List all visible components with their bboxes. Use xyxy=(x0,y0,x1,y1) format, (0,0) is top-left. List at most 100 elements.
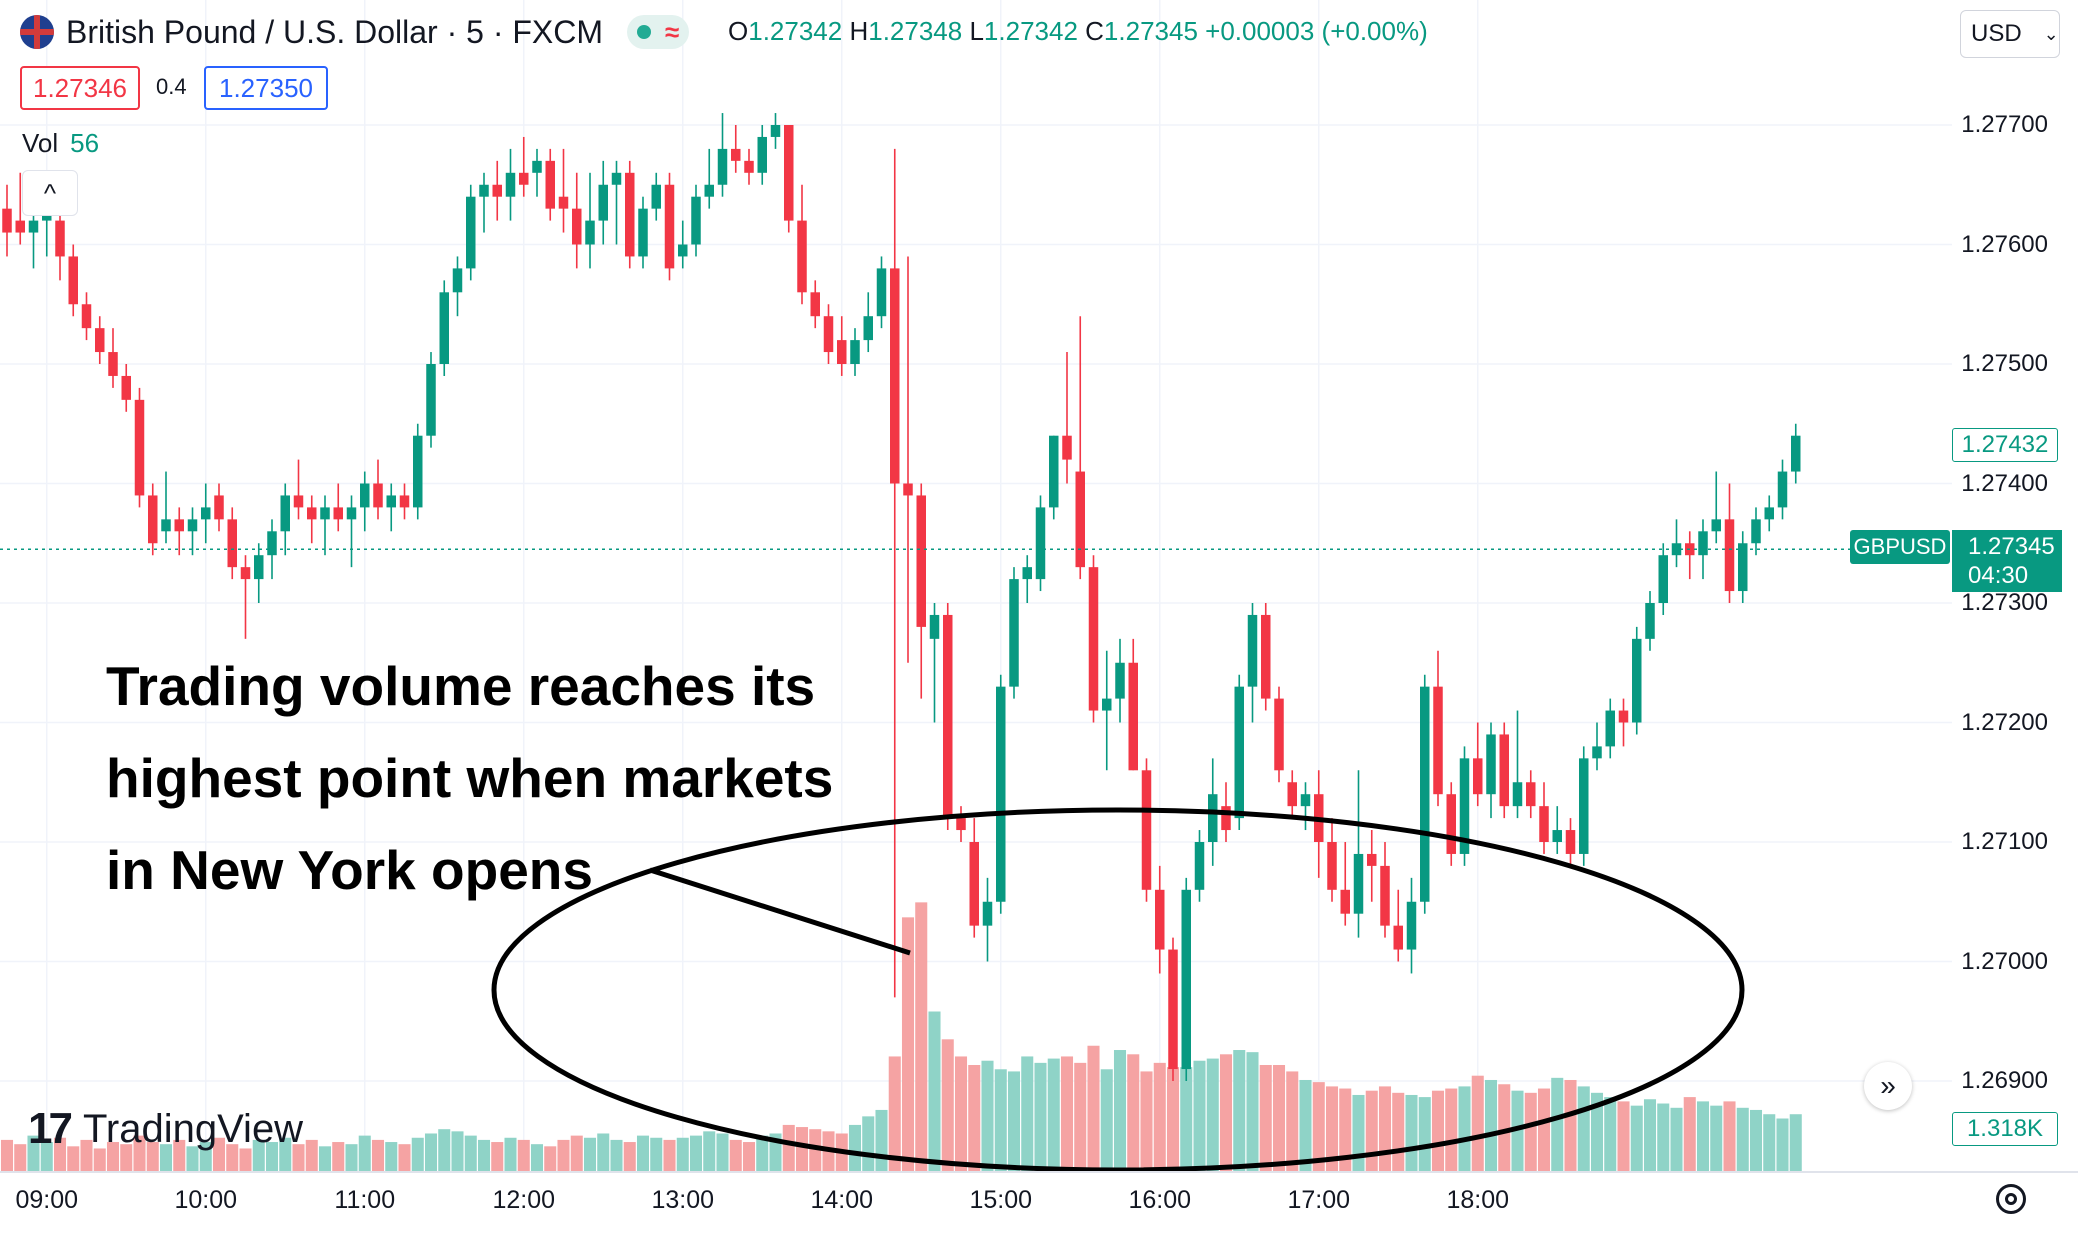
candle xyxy=(1526,770,1536,819)
candle-body xyxy=(1632,638,1642,723)
candle xyxy=(1314,770,1324,878)
candle xyxy=(797,184,807,305)
candle-body xyxy=(373,483,383,508)
candle-body xyxy=(240,567,251,580)
volume-bar xyxy=(159,1144,173,1172)
time-label: 14:00 xyxy=(810,1186,874,1214)
tradingview-logo[interactable]: 17 TradingView xyxy=(28,1104,303,1154)
candle-body xyxy=(187,519,198,532)
candle-body xyxy=(68,256,78,305)
volume-bar xyxy=(120,1144,133,1172)
candle-body xyxy=(1512,782,1523,807)
candle xyxy=(1592,722,1602,771)
volume-bar xyxy=(40,1142,53,1172)
candle-body xyxy=(638,208,648,257)
volume-bar xyxy=(186,1146,199,1172)
candle-body xyxy=(1459,758,1470,854)
candle xyxy=(1473,722,1483,807)
volume-bar xyxy=(67,1146,80,1172)
candle-body xyxy=(1658,555,1668,603)
candle-body xyxy=(797,220,807,293)
candle-body xyxy=(717,148,728,185)
candle-body xyxy=(1579,758,1589,854)
candle xyxy=(903,256,913,663)
candle xyxy=(81,292,92,341)
gbp-usd-flag-icon xyxy=(20,15,54,49)
annotation-text: Trading volume reaches its highest point… xyxy=(106,640,833,916)
candle xyxy=(373,459,383,520)
market-status-pill[interactable]: ≈ xyxy=(627,15,690,49)
volume-legend: Vol 56 xyxy=(22,128,99,159)
candle xyxy=(876,256,887,329)
volume-bar xyxy=(1193,1060,1206,1172)
candle xyxy=(691,184,701,257)
candle xyxy=(1605,698,1615,759)
volume-bar xyxy=(1789,1114,1802,1172)
candle xyxy=(770,113,781,149)
volume-bar xyxy=(862,1116,875,1172)
candle-body xyxy=(757,136,767,173)
volume-bar xyxy=(146,1142,159,1172)
candle xyxy=(452,256,463,317)
volume-bar xyxy=(1471,1075,1484,1172)
candle xyxy=(1088,555,1099,723)
volume-bar xyxy=(14,1144,27,1172)
candle-body xyxy=(1605,710,1615,747)
candle xyxy=(664,172,675,281)
candle xyxy=(1155,865,1165,974)
candle-body xyxy=(651,184,661,209)
volume-bar xyxy=(1021,1056,1034,1172)
price-label: 1.27600 xyxy=(1961,230,2048,258)
symbol-title[interactable]: British Pound / U.S. Dollar · 5 · FXCM xyxy=(66,13,604,50)
volume-bar xyxy=(451,1131,464,1172)
candle xyxy=(1446,782,1456,866)
double-chevron-right-icon: » xyxy=(1880,1070,1896,1101)
candle-body xyxy=(492,184,502,197)
tradingview-mark-icon: 17 xyxy=(28,1104,73,1153)
candle-body xyxy=(1062,435,1072,460)
bar-countdown: 04:30 xyxy=(1968,562,2029,589)
candle-body xyxy=(55,220,65,257)
ohlc-readout: O1.27342 H1.27348 L1.27342 C1.27345 +0.0… xyxy=(728,16,1428,47)
volume-bar xyxy=(332,1142,345,1172)
candle-body xyxy=(611,172,622,185)
candle xyxy=(1685,531,1695,580)
candle-body xyxy=(399,495,410,508)
candle-body xyxy=(320,507,330,520)
candle-body xyxy=(134,399,145,496)
volume-bar xyxy=(623,1142,636,1172)
low-value: 1.27342 xyxy=(983,16,1078,46)
volume-bar xyxy=(1458,1086,1471,1172)
candle xyxy=(638,196,648,269)
settings-icon[interactable] xyxy=(1996,1184,2026,1214)
buy-button[interactable]: 1.27350 xyxy=(204,66,328,110)
volume-bar xyxy=(1630,1105,1643,1172)
collapse-legend-button[interactable]: ^ xyxy=(22,170,78,216)
candle-body xyxy=(744,160,754,173)
candle-body xyxy=(1393,925,1403,950)
volume-bar xyxy=(650,1137,663,1172)
volume-bar xyxy=(265,1142,279,1172)
candle xyxy=(532,148,542,197)
candle-body xyxy=(386,495,396,508)
candle xyxy=(1327,818,1337,902)
currency-select[interactable]: USD ⌄ xyxy=(1960,10,2060,58)
candle-body xyxy=(1022,567,1032,580)
candle xyxy=(717,113,728,197)
volume-bar xyxy=(1206,1058,1219,1172)
time-label: 17:00 xyxy=(1287,1186,1351,1214)
price-label: 1.27700 xyxy=(1961,111,2048,138)
volume-bar xyxy=(583,1137,597,1172)
candle-body xyxy=(1088,567,1099,711)
volume-bar xyxy=(93,1148,106,1172)
candle-body xyxy=(2,208,12,233)
candlesticks xyxy=(2,113,1801,1081)
scroll-to-realtime-button[interactable]: » xyxy=(1864,1062,1912,1110)
volume-bar xyxy=(1113,1050,1127,1172)
candle xyxy=(95,316,105,364)
candle xyxy=(148,483,158,556)
time-label: 11:00 xyxy=(334,1186,396,1214)
sell-button[interactable]: 1.27346 xyxy=(20,66,140,110)
candle xyxy=(890,148,900,998)
